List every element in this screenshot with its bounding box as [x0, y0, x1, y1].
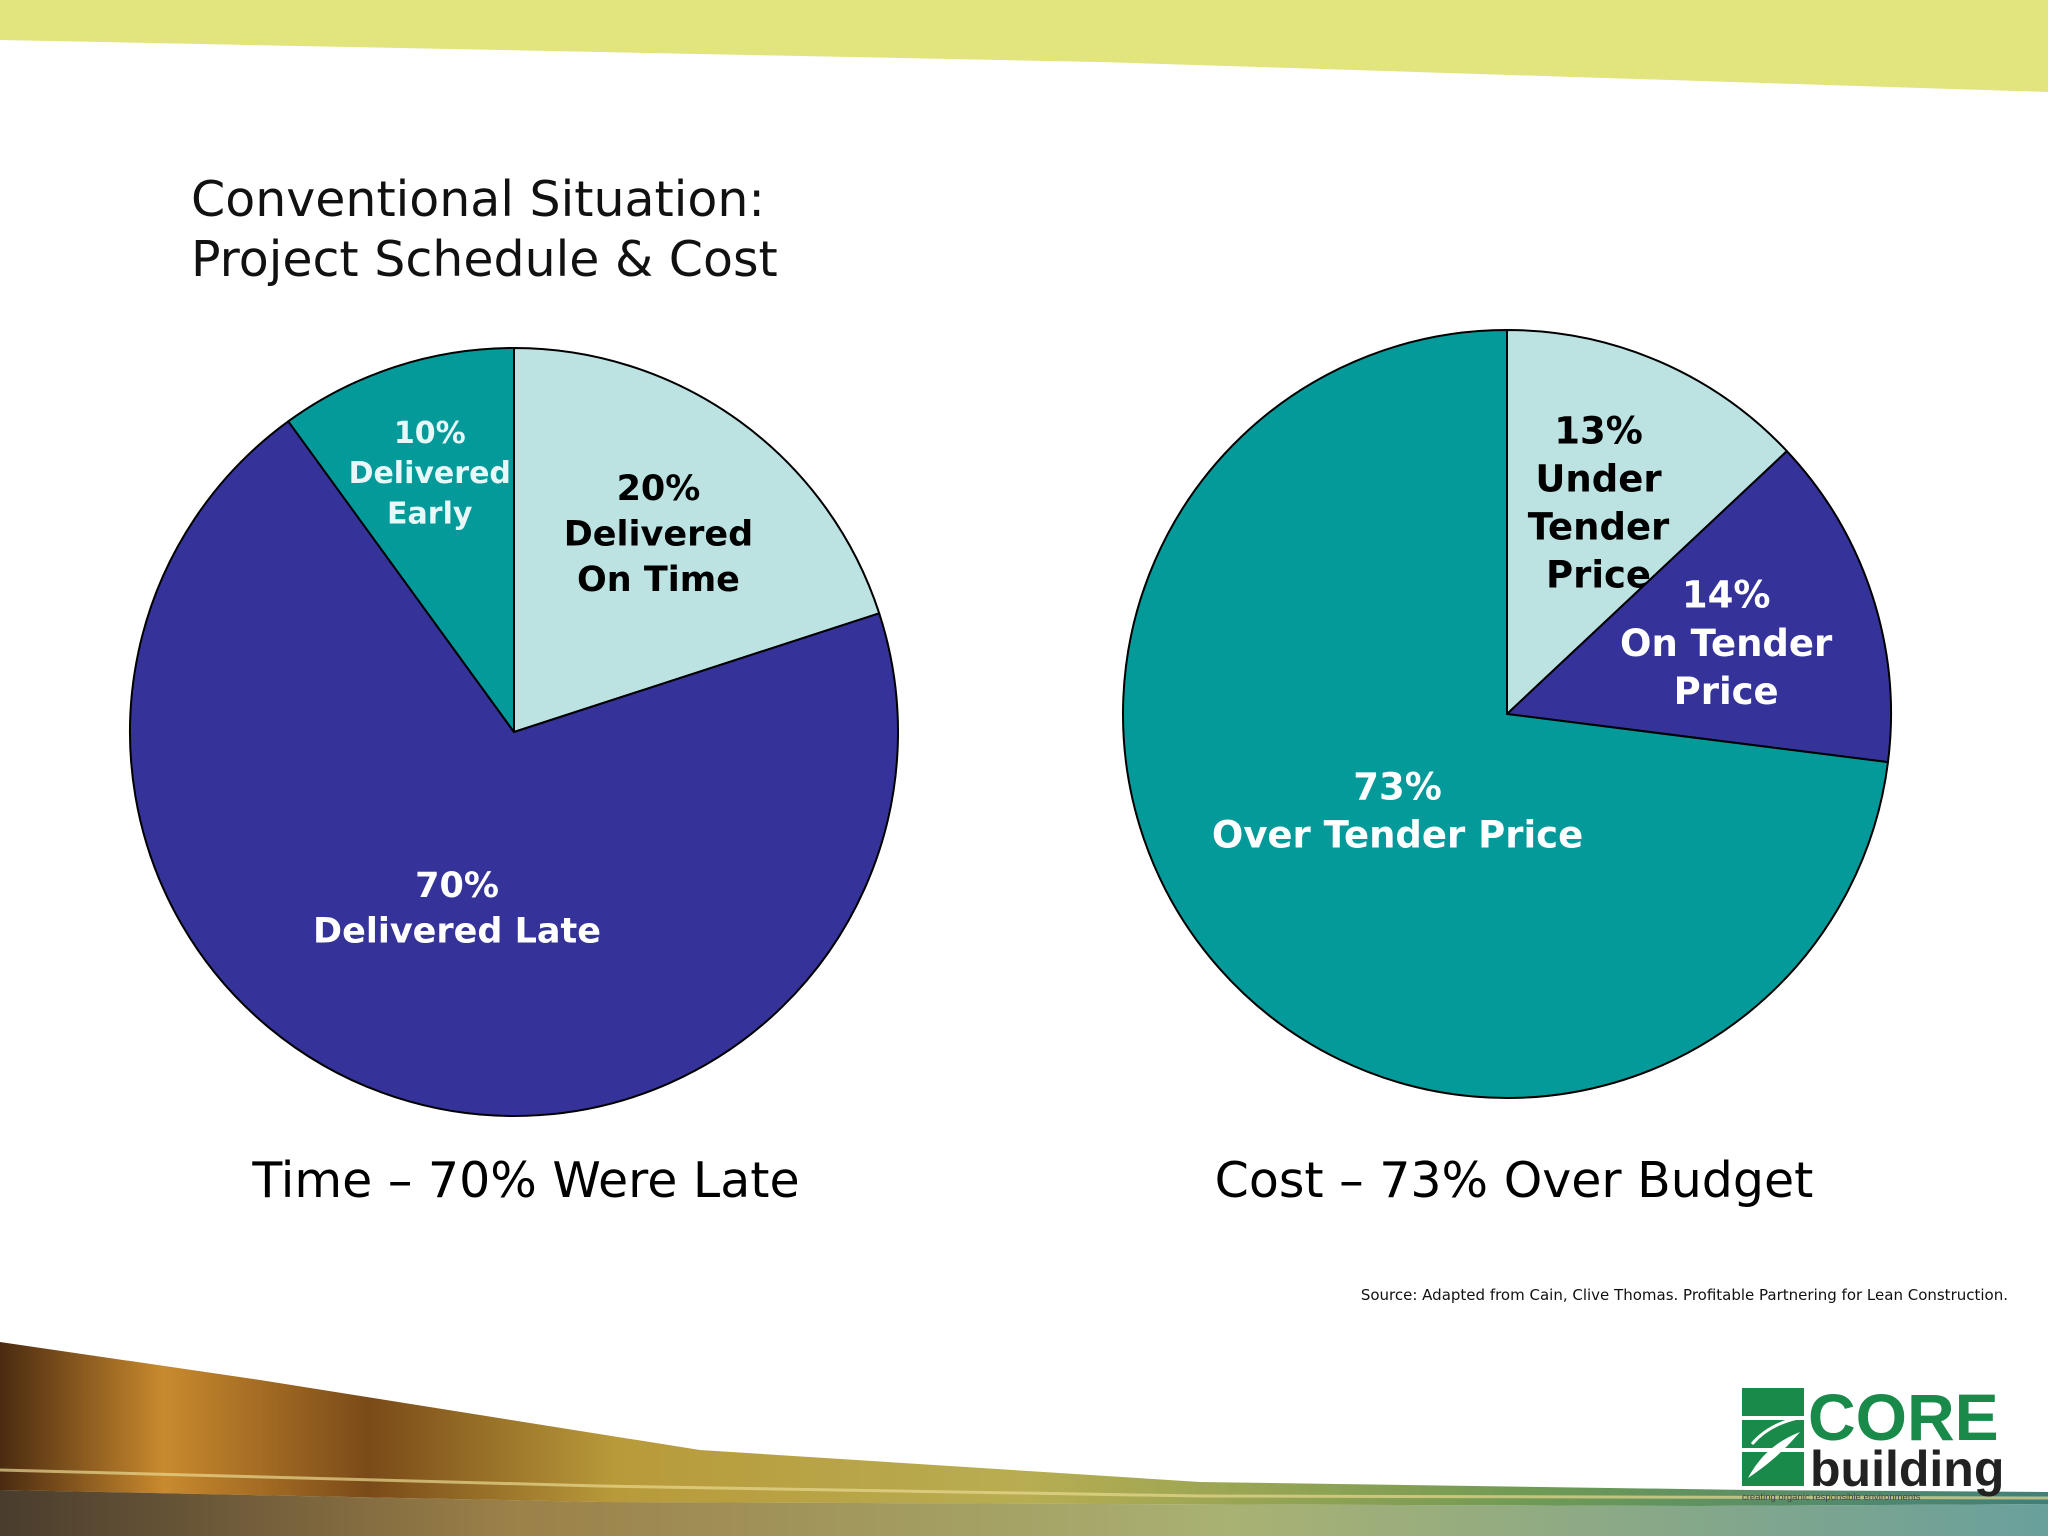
time-pie-slice-0	[513, 347, 881, 733]
slide-title-line-1: Conventional Situation:	[191, 171, 765, 228]
cost-pie-slice-2	[1121, 329, 1889, 1099]
time-chart-caption: Time – 70% Were Late	[252, 1152, 800, 1209]
logo-tagline: creating organic responsible environment…	[1742, 1492, 1921, 1503]
top-decorative-band	[0, 0, 2048, 92]
logo-name-building: building	[1810, 1441, 2004, 1497]
logo-name-core: CORE	[1808, 1382, 1999, 1454]
cost-chart-caption: Cost – 73% Over Budget	[1214, 1152, 1814, 1209]
time-pie-label-1: 70% Delivered Late	[313, 866, 601, 952]
cost-pie-slice-0	[1506, 329, 1788, 715]
slide-title-line-2: Project Schedule & Cost	[191, 231, 778, 288]
time-pie-label-2: 10% Delivered Early	[349, 416, 511, 532]
bottom-decorative-swoosh	[0, 1342, 2048, 1536]
cost-pie-label-1: 14% On Tender Price	[1620, 574, 1833, 713]
time-pie-chart: 20% Delivered On Time 70% Delivered Late 10% D…	[129, 347, 899, 1117]
leaf-emblem-icon	[1742, 1388, 1804, 1486]
cost-pie-label-2: 73% Over Tender Price	[1212, 765, 1583, 856]
core-building-logo: CORE building creating organic responsib…	[1742, 1382, 2004, 1503]
source-citation: Source: Adapted from Cain, Clive Thomas.…	[1360, 1286, 2008, 1304]
time-pie-slice-2	[287, 347, 515, 733]
cost-pie-label-0: 13% Under Tender Price	[1528, 409, 1670, 596]
time-pie-label-0: 20% Delivered On Time	[564, 469, 753, 600]
slide-title: Conventional Situation: Project Schedule…	[191, 170, 778, 290]
cost-pie-chart: 13% Under Tender Price 14% On Tender Price 73% O…	[1121, 329, 1892, 1099]
cost-pie-slice-1	[1506, 450, 1892, 764]
time-pie-slice-1	[129, 420, 899, 1117]
